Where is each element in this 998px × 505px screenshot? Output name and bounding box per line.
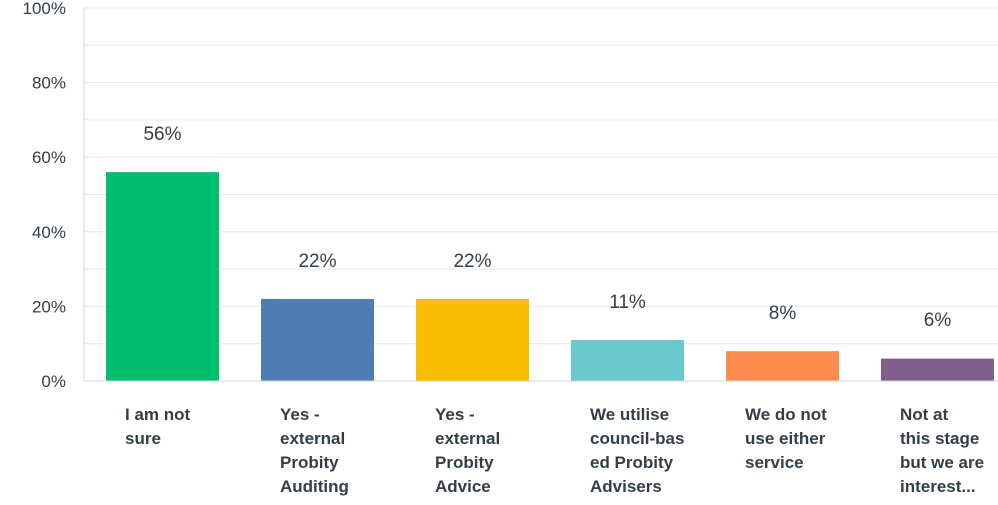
bar[interactable] [726,351,839,381]
category-label-line: Yes - [435,405,475,424]
y-tick-label: 80% [32,74,66,93]
category-label: Yes - external Probity Auditing [280,405,349,496]
category-label-line: I am not [125,405,191,424]
value-labels: 56% 22% 22% 11% 8% 6% [143,124,951,331]
category-label: Not at this stage but we are interest... [900,405,984,496]
category-label-line: Auditing [280,477,349,496]
data-label: 11% [609,292,646,313]
bar[interactable] [881,358,994,381]
category-label-line: external [280,429,345,448]
data-label: 56% [143,124,181,145]
category-label-line: Probity [435,453,494,472]
category-label-line: but we are [900,453,984,472]
category-label-line: use either [745,429,826,448]
data-label: 8% [769,303,797,324]
y-tick-label: 60% [32,148,66,167]
y-tick-label: 20% [32,297,66,316]
category-label-line: interest... [900,477,976,496]
data-label: 22% [453,251,491,272]
bar[interactable] [261,298,374,381]
category-label-line: sure [125,429,161,448]
category-label-line: external [435,429,500,448]
bars [106,172,994,381]
category-label-line: We utilise [590,405,669,424]
bar[interactable] [106,172,219,381]
category-label-line: Not at [900,405,949,424]
category-label: We do not use either service [745,405,827,472]
category-label-line: Probity [280,453,339,472]
category-labels: I am not sure Yes - external Probity Auditing… [125,405,984,496]
category-label: We utilise council-bas ed Probity Advisers [590,405,684,496]
gridlines [84,7,998,345]
y-tick-label: 40% [32,223,66,242]
category-label-line: council-bas [590,429,684,448]
category-label: I am not sure [125,405,191,448]
category-label-line: Advisers [590,477,662,496]
category-label: Yes - external Probity Advice [435,405,500,496]
bar[interactable] [571,339,684,381]
category-label-line: We do not [745,405,827,424]
category-label-line: service [745,453,804,472]
category-label-line: Yes - [280,405,320,424]
y-axis-tick-labels: 0% 20% 40% 60% 80% 100% [23,0,66,391]
data-label: 6% [924,310,952,331]
category-label-line: Advice [435,477,491,496]
category-label-line: ed Probity [590,453,674,472]
y-tick-label: 100% [23,0,66,18]
y-tick-label: 0% [41,372,66,391]
category-label-line: this stage [900,429,979,448]
data-label: 22% [298,251,336,272]
bar[interactable] [416,298,529,381]
